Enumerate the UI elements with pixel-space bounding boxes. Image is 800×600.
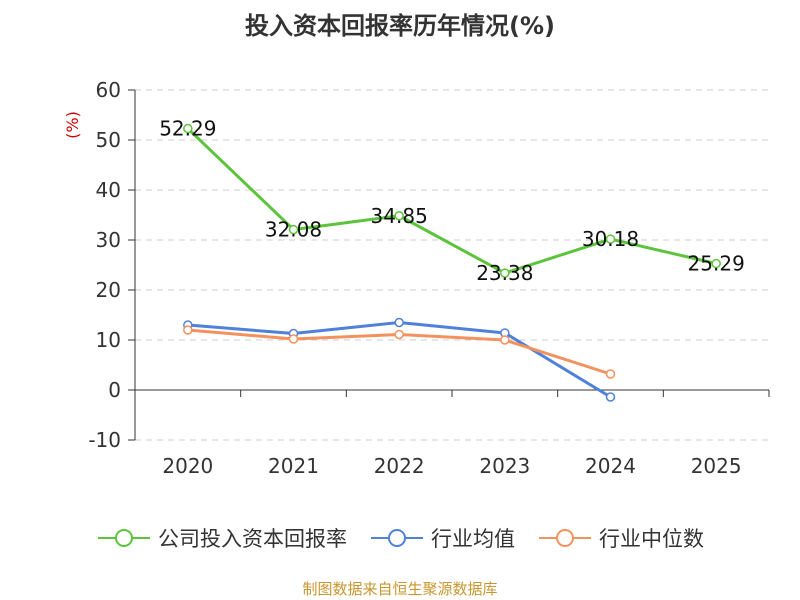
- data-point: [500, 268, 510, 278]
- x-tick-label: 2024: [585, 454, 636, 478]
- data-label: 23.38: [476, 261, 533, 285]
- y-tick-label: 60: [96, 78, 121, 102]
- legend-label: 行业均值: [431, 527, 515, 551]
- data-point: [605, 369, 616, 379]
- legend: 公司投入资本回报率 行业均值 行业中位数: [0, 522, 800, 554]
- data-point: [394, 317, 404, 328]
- data-label: 52.29: [159, 117, 216, 141]
- legend-label: 行业中位数: [599, 527, 704, 551]
- data-label: 30.18: [582, 227, 639, 251]
- data-point: [288, 224, 299, 235]
- x-tick-label: 2020: [162, 454, 213, 478]
- y-tick-label: 20: [96, 278, 121, 302]
- legend-item-industry-median[interactable]: 行业中位数: [537, 523, 704, 553]
- y-tick-label: 40: [96, 178, 121, 202]
- data-label: 34.85: [371, 204, 428, 228]
- chart-title: 投入资本回报率历年情况(%): [245, 12, 555, 40]
- legend-line-marker-icon: [539, 529, 591, 547]
- data-point: [605, 392, 616, 402]
- y-tick-label: 50: [96, 128, 121, 152]
- data-point: [183, 325, 193, 335]
- data-point: [500, 335, 510, 345]
- data-point: [711, 258, 721, 269]
- x-tick-label: 2023: [479, 454, 530, 478]
- legend-line-marker-icon: [98, 529, 150, 547]
- data-point: [394, 329, 404, 340]
- legend-item-company[interactable]: 公司投入资本回报率: [96, 523, 347, 553]
- legend-item-industry-mean[interactable]: 行业均值: [369, 523, 515, 553]
- data-label: 32.08: [265, 218, 322, 242]
- y-tick-label: 0: [108, 378, 121, 402]
- series-line: [186, 127, 717, 275]
- legend-line-marker-icon: [371, 529, 423, 547]
- line-chart: -10 0 10 20 30 40 50 60 2020 2021 2022 2023 2024 2025…: [63, 78, 770, 478]
- data-point: [394, 211, 404, 221]
- source-note: 制图数据来自恒生聚源数据库: [302, 580, 498, 598]
- data-point: [605, 234, 616, 244]
- legend-label: 公司投入资本回报率: [158, 527, 347, 551]
- y-axis-label: (%): [63, 111, 82, 139]
- x-tick-label: 2025: [691, 454, 742, 478]
- x-tick-label: 2022: [374, 454, 425, 478]
- data-point: [288, 334, 299, 344]
- data-point: [183, 123, 193, 134]
- x-tick-label: 2021: [268, 454, 319, 478]
- y-tick-label: 30: [96, 228, 121, 252]
- data-label: 25.29: [688, 252, 745, 276]
- y-tick-label: -10: [88, 428, 121, 452]
- y-tick-label: 10: [96, 328, 121, 352]
